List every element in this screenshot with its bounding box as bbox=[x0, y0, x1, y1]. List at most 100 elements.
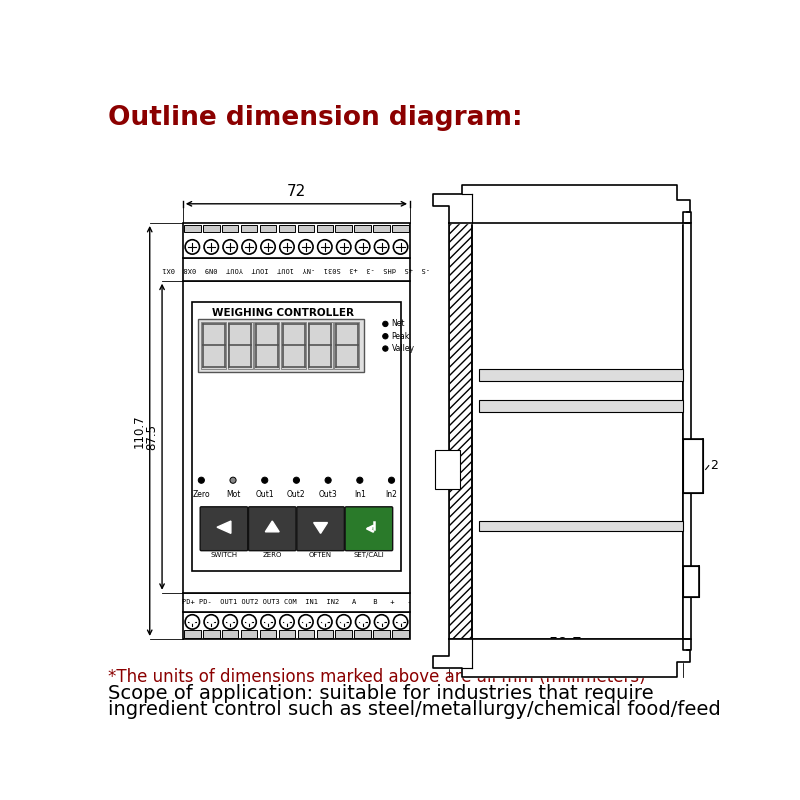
Circle shape bbox=[374, 614, 389, 629]
Bar bbox=[317, 630, 333, 638]
Circle shape bbox=[355, 240, 370, 254]
Circle shape bbox=[340, 616, 347, 624]
Circle shape bbox=[230, 477, 236, 483]
Bar bbox=[184, 225, 201, 232]
Circle shape bbox=[264, 616, 272, 624]
Circle shape bbox=[261, 240, 275, 254]
Bar bbox=[203, 630, 219, 638]
Bar bbox=[392, 225, 409, 232]
FancyBboxPatch shape bbox=[297, 506, 344, 550]
Text: PD+ PD-  OUT1 OUT2 OUT3 COM  IN1  IN2   A    B   +   -: PD+ PD- OUT1 OUT2 OUT3 COM IN1 IN2 A B +… bbox=[182, 599, 411, 606]
Bar bbox=[683, 566, 698, 597]
Bar bbox=[683, 223, 691, 639]
FancyBboxPatch shape bbox=[345, 506, 393, 550]
Polygon shape bbox=[217, 521, 231, 534]
Text: WEIGHING CONTROLLER: WEIGHING CONTROLLER bbox=[211, 308, 354, 318]
Text: Out1: Out1 bbox=[255, 490, 274, 499]
Circle shape bbox=[382, 346, 388, 351]
Bar bbox=[241, 225, 258, 232]
Polygon shape bbox=[266, 521, 279, 532]
Bar bbox=[307, 322, 333, 369]
Circle shape bbox=[246, 616, 253, 624]
Bar bbox=[241, 630, 258, 638]
Bar bbox=[281, 322, 306, 369]
Bar bbox=[449, 223, 472, 639]
Bar bbox=[479, 400, 683, 412]
Bar bbox=[434, 450, 460, 489]
Text: SET/CALI: SET/CALI bbox=[354, 552, 384, 558]
Text: Valley: Valley bbox=[391, 344, 414, 353]
Bar bbox=[298, 225, 314, 232]
Text: Outline dimension diagram:: Outline dimension diagram: bbox=[108, 106, 522, 131]
Text: Mot: Mot bbox=[226, 490, 240, 499]
Text: 2: 2 bbox=[710, 459, 718, 472]
Circle shape bbox=[382, 322, 388, 326]
Circle shape bbox=[207, 616, 215, 624]
Circle shape bbox=[204, 240, 218, 254]
Circle shape bbox=[337, 240, 351, 254]
Circle shape bbox=[394, 614, 408, 629]
Circle shape bbox=[223, 614, 238, 629]
Bar bbox=[183, 612, 410, 639]
Circle shape bbox=[302, 616, 310, 624]
Bar bbox=[183, 593, 410, 612]
Circle shape bbox=[242, 614, 256, 629]
FancyBboxPatch shape bbox=[200, 506, 248, 550]
Text: Net: Net bbox=[391, 319, 405, 329]
Circle shape bbox=[382, 334, 388, 339]
Circle shape bbox=[223, 240, 238, 254]
Text: -S  +S  dHS  -3  +3  S031  -NY  1OUT  IOUT  YOUT  0N9  0X8  0X1: -S +S dHS -3 +3 S031 -NY 1OUT IOUT YOUT … bbox=[162, 266, 430, 272]
Bar bbox=[683, 438, 702, 493]
Circle shape bbox=[298, 240, 313, 254]
Circle shape bbox=[389, 477, 394, 483]
Circle shape bbox=[357, 477, 363, 483]
Bar bbox=[472, 223, 683, 639]
Text: OFTEN: OFTEN bbox=[309, 552, 332, 558]
Circle shape bbox=[355, 614, 370, 629]
Bar bbox=[354, 225, 371, 232]
Text: In2: In2 bbox=[386, 490, 398, 499]
FancyBboxPatch shape bbox=[249, 506, 296, 550]
Bar bbox=[222, 630, 238, 638]
Circle shape bbox=[204, 614, 218, 629]
Polygon shape bbox=[314, 522, 327, 534]
Bar bbox=[449, 223, 472, 639]
Circle shape bbox=[294, 477, 299, 483]
Bar bbox=[278, 630, 295, 638]
Circle shape bbox=[198, 477, 205, 483]
Circle shape bbox=[261, 614, 275, 629]
Bar bbox=[479, 370, 683, 381]
Text: SWITCH: SWITCH bbox=[210, 552, 238, 558]
Polygon shape bbox=[433, 185, 690, 223]
Text: Peak: Peak bbox=[391, 332, 410, 341]
Bar bbox=[298, 630, 314, 638]
Bar bbox=[260, 225, 276, 232]
Bar bbox=[335, 225, 352, 232]
Circle shape bbox=[397, 616, 404, 624]
Bar bbox=[317, 225, 333, 232]
Circle shape bbox=[226, 616, 234, 624]
Bar bbox=[335, 630, 352, 638]
Circle shape bbox=[378, 616, 386, 624]
Circle shape bbox=[185, 240, 199, 254]
Text: Out2: Out2 bbox=[287, 490, 306, 499]
Text: 87.5: 87.5 bbox=[146, 424, 158, 450]
Bar bbox=[183, 223, 410, 258]
Bar bbox=[479, 521, 683, 531]
Bar bbox=[278, 225, 295, 232]
Text: ingredient control such as steel/metallurgy/chemical food/feed: ingredient control such as steel/metallu… bbox=[108, 701, 721, 719]
Circle shape bbox=[318, 614, 332, 629]
Bar bbox=[228, 322, 253, 369]
Bar bbox=[198, 319, 364, 372]
Text: 72: 72 bbox=[287, 184, 306, 199]
Bar bbox=[203, 225, 219, 232]
Circle shape bbox=[337, 614, 351, 629]
Bar bbox=[334, 322, 359, 369]
Text: 58.7: 58.7 bbox=[549, 637, 582, 652]
Text: In1: In1 bbox=[354, 490, 366, 499]
Bar bbox=[260, 630, 276, 638]
Text: Out3: Out3 bbox=[318, 490, 338, 499]
Circle shape bbox=[359, 616, 366, 624]
Circle shape bbox=[394, 240, 408, 254]
Bar bbox=[184, 630, 201, 638]
